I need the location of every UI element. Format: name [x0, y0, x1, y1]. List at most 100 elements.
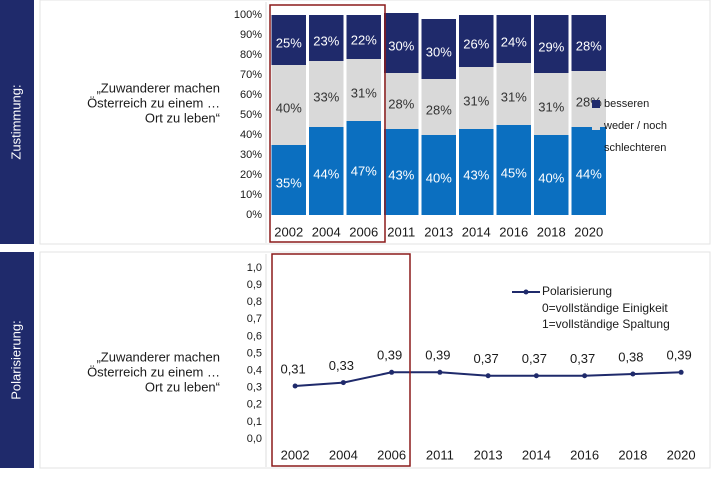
y-tick-label: 100%: [234, 9, 262, 21]
bar-segment: [309, 127, 344, 215]
bar-segment: [421, 79, 456, 135]
data-label: 0,33: [329, 358, 354, 373]
y-tick-label: 30%: [240, 149, 262, 161]
x-tick-label: 2011: [387, 224, 415, 239]
bar-segment: [346, 59, 381, 121]
data-label: 47%: [351, 163, 377, 178]
bar-segment: [309, 61, 344, 127]
x-tick-label: 2016: [499, 224, 528, 239]
y-tick-label: 10%: [240, 189, 262, 201]
bar-segment: [496, 15, 531, 63]
y-tick-label: 50%: [240, 109, 262, 121]
bar-segment: [384, 13, 419, 73]
y-tick-label: 0,7: [247, 313, 262, 325]
data-label: 31%: [351, 85, 377, 100]
data-label: 30%: [426, 44, 452, 59]
marker: [582, 373, 588, 379]
y-tick-label: 0,3: [247, 382, 262, 394]
bar-segment: [571, 71, 606, 127]
panel-band: [0, 252, 34, 468]
data-label: 23%: [313, 33, 339, 48]
bar-segment: [309, 15, 344, 61]
legend-swatch: [592, 122, 600, 130]
y-tick-label: 0,1: [247, 416, 262, 428]
marker: [533, 373, 539, 379]
marker: [292, 383, 298, 389]
data-label: 26%: [463, 36, 489, 51]
data-label: 40%: [426, 170, 452, 185]
bar-segment: [346, 121, 381, 215]
marker: [678, 369, 684, 375]
bar-segment: [459, 67, 494, 129]
legend-note: 1=vollständige Spaltung: [542, 317, 670, 331]
y-tick-label: 0,6: [247, 330, 262, 342]
y-tick-label: 1,0: [247, 262, 262, 274]
bar-segment: [459, 15, 494, 67]
data-label: 44%: [576, 166, 602, 181]
legend-label: Polarisierung: [542, 284, 612, 298]
x-tick-label: 2020: [667, 447, 696, 462]
y-tick-label: 0,8: [247, 296, 262, 308]
x-tick-label: 2020: [574, 224, 603, 239]
y-tick-label: 0,9: [247, 279, 262, 291]
data-label: 43%: [388, 167, 414, 182]
highlight: [269, 4, 386, 243]
x-tick-label: 2013: [474, 447, 503, 462]
data-label: 45%: [501, 165, 527, 180]
data-label: 0,39: [425, 348, 450, 363]
data-label: 0,38: [618, 349, 643, 364]
data-label: 31%: [501, 89, 527, 104]
question-label: „Zuwanderer machen: [96, 349, 220, 364]
y-tick-label: 40%: [240, 129, 262, 141]
y-tick-label: 0%: [246, 209, 262, 221]
x-tick-label: 2002: [274, 224, 303, 239]
y-tick-label: 20%: [240, 169, 262, 181]
data-label: 0,37: [522, 351, 547, 366]
question-label: „Zuwanderer machen: [96, 80, 220, 95]
bar-segment: [496, 125, 531, 215]
bar-segment: [421, 19, 456, 79]
data-label: 35%: [276, 175, 302, 190]
marker: [630, 371, 636, 377]
data-label: 24%: [501, 34, 527, 49]
y-tick-label: 0,0: [247, 433, 262, 445]
panel-frame: [39, 0, 711, 245]
bar-segment: [384, 73, 419, 129]
bar-segment: [534, 15, 569, 73]
y-tick-label: 70%: [240, 69, 262, 81]
panel-label: Polarisierung:: [8, 320, 23, 400]
marker: [340, 380, 346, 386]
bar-segment: [346, 15, 381, 59]
x-tick-label: 2002: [281, 447, 310, 462]
panel-band: [0, 0, 34, 244]
x-tick-label: 2006: [349, 224, 378, 239]
x-tick-label: 2016: [570, 447, 599, 462]
question-label: Ort zu leben“: [145, 379, 220, 394]
data-label: 25%: [276, 35, 302, 50]
marker: [485, 373, 491, 379]
x-tick-label: 2018: [618, 447, 647, 462]
question-label: Österreich zu einem …: [87, 95, 220, 110]
data-label: 28%: [576, 38, 602, 53]
data-label: 40%: [276, 100, 302, 115]
bar-segment: [421, 135, 456, 215]
x-tick-label: 2006: [377, 447, 406, 462]
bar-segment: [271, 145, 306, 215]
y-tick-label: 90%: [240, 29, 262, 41]
legend-label: schlechteren: [604, 142, 666, 154]
data-label: 43%: [463, 167, 489, 182]
y-tick-label: 0,4: [247, 365, 262, 377]
question-label: Österreich zu einem …: [87, 364, 220, 379]
y-tick-label: 0,2: [247, 399, 262, 411]
data-label: 0,39: [377, 348, 402, 363]
data-label: 44%: [313, 166, 339, 181]
bar-segment: [271, 65, 306, 145]
y-tick-label: 60%: [240, 89, 262, 101]
legend-label: weder / noch: [603, 120, 667, 132]
data-label: 33%: [313, 89, 339, 104]
x-tick-label: 2014: [522, 447, 551, 462]
data-label: 30%: [388, 38, 414, 53]
data-label: 0,37: [570, 351, 595, 366]
legend-note: 0=vollständige Einigkeit: [542, 301, 668, 315]
